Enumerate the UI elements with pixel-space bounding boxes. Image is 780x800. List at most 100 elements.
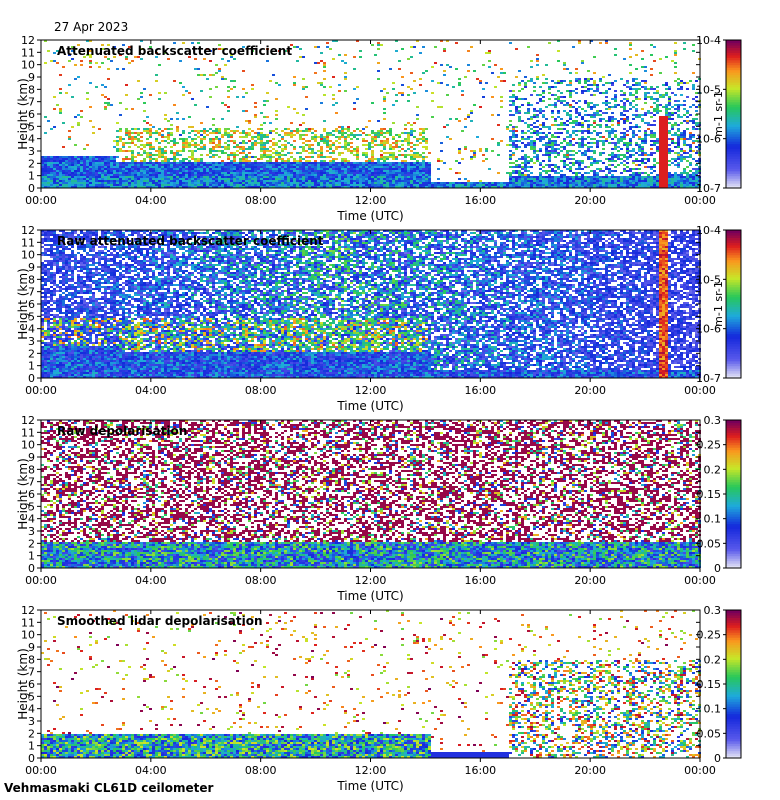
heatmap-cell (287, 164, 290, 166)
heatmap-cell (215, 174, 218, 176)
heatmap-cell (536, 102, 539, 104)
heatmap-cell (158, 176, 161, 178)
heatmap-cell (662, 152, 665, 154)
heatmap-cell (257, 170, 260, 172)
heatmap-cell (455, 182, 458, 184)
heatmap-cell (620, 140, 623, 142)
heatmap-cell (413, 168, 416, 170)
heatmap-cell (305, 134, 308, 136)
heatmap-cell (470, 184, 473, 186)
heatmap-cell (155, 182, 158, 184)
heatmap-cell (380, 44, 383, 46)
heatmap-cell (599, 126, 602, 128)
heatmap-cell (98, 178, 101, 180)
heatmap-cell (518, 90, 521, 92)
heatmap-cell (281, 138, 284, 140)
heatmap-cell (161, 168, 164, 170)
heatmap-cell (221, 146, 224, 148)
heatmap-cell (509, 184, 512, 186)
heatmap-cell (233, 58, 236, 60)
heatmap-cell (524, 162, 527, 164)
heatmap-cell (521, 104, 524, 106)
heatmap-cell (617, 158, 620, 160)
heatmap-cell (596, 176, 599, 178)
heatmap-cell (683, 142, 686, 144)
heatmap-cell (545, 184, 548, 186)
heatmap-cell (620, 90, 623, 92)
heatmap-cell (104, 176, 107, 178)
heatmap-cell (62, 164, 65, 166)
heatmap-cell (113, 184, 116, 186)
heatmap-cell (125, 134, 128, 136)
heatmap-cell (572, 120, 575, 122)
heatmap-cell (215, 72, 218, 74)
heatmap-cell (371, 164, 374, 166)
heatmap-cell (305, 130, 308, 132)
heatmap-cell (47, 180, 50, 182)
heatmap-cell (314, 180, 317, 182)
heatmap-cell (275, 176, 278, 178)
heatmap-cell (140, 48, 143, 50)
heatmap-cell (437, 160, 440, 162)
heatmap-cell (143, 120, 146, 122)
heatmap-cell (128, 170, 131, 172)
heatmap-cell (83, 184, 86, 186)
heatmap-cell (689, 170, 692, 172)
heatmap-cell (593, 114, 596, 116)
heatmap-cell (128, 174, 131, 176)
heatmap-cell (254, 136, 257, 138)
heatmap-cell (110, 184, 113, 186)
heatmap-cell (683, 136, 686, 138)
heatmap-cell (47, 50, 50, 52)
heatmap-cell (689, 162, 692, 164)
heatmap-cell (227, 134, 230, 136)
heatmap-cell (671, 162, 674, 164)
heatmap-cell (95, 176, 98, 178)
heatmap-cell (143, 102, 146, 104)
heatmap-cell (593, 90, 596, 92)
heatmap-cell (326, 42, 329, 44)
heatmap-cell (125, 108, 128, 110)
heatmap-cell (626, 100, 629, 102)
heatmap-cell (158, 162, 161, 164)
heatmap-cell (143, 130, 146, 132)
heatmap-cell (230, 56, 233, 58)
heatmap-cell (641, 146, 644, 148)
heatmap-cell (446, 136, 449, 138)
heatmap-cell (389, 184, 392, 186)
heatmap-cell (383, 88, 386, 90)
heatmap-cell (560, 118, 563, 120)
heatmap-cell (158, 182, 161, 184)
heatmap-cell (650, 186, 653, 188)
heatmap-cell (584, 90, 587, 92)
heatmap-cell (338, 136, 341, 138)
heatmap-cell (515, 110, 518, 112)
heatmap-cell (539, 98, 542, 100)
heatmap-cell (404, 140, 407, 142)
heatmap-cell (98, 182, 101, 184)
heatmap-cell (437, 182, 440, 184)
heatmap-cell (572, 138, 575, 140)
heatmap-cell (56, 168, 59, 170)
heatmap-cell (515, 170, 518, 172)
heatmap-cell (638, 176, 641, 178)
heatmap-cell (398, 174, 401, 176)
heatmap-cell (590, 176, 593, 178)
heatmap-cell (296, 130, 299, 132)
heatmap-cell (629, 72, 632, 74)
heatmap-cell (53, 60, 56, 62)
heatmap-cell (125, 168, 128, 170)
heatmap-cell (74, 160, 77, 162)
heatmap-cell (197, 148, 200, 150)
heatmap-cell (245, 176, 248, 178)
heatmap-cell (236, 130, 239, 132)
heatmap-cell (413, 144, 416, 146)
heatmap-cell (674, 80, 677, 82)
heatmap-cell (104, 180, 107, 182)
heatmap-cell (575, 134, 578, 136)
heatmap-cell (221, 184, 224, 186)
heatmap-cell (623, 168, 626, 170)
heatmap-cell (443, 184, 446, 186)
heatmap-cell (404, 160, 407, 162)
heatmap-cell (569, 182, 572, 184)
